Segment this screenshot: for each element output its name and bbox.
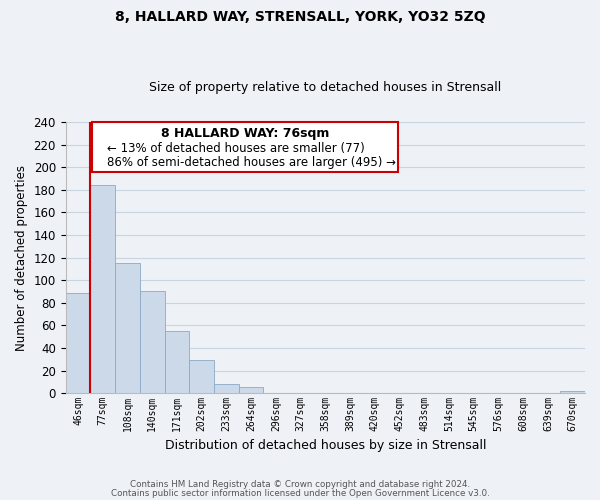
Bar — [91, 186, 115, 393]
Bar — [214, 384, 239, 393]
X-axis label: Distribution of detached houses by size in Strensall: Distribution of detached houses by size … — [164, 440, 486, 452]
Text: 8, HALLARD WAY, STRENSALL, YORK, YO32 5ZQ: 8, HALLARD WAY, STRENSALL, YORK, YO32 5Z… — [115, 10, 485, 24]
Bar — [560, 391, 585, 393]
Text: 86% of semi-detached houses are larger (495) →: 86% of semi-detached houses are larger (… — [107, 156, 396, 169]
Text: Contains public sector information licensed under the Open Government Licence v3: Contains public sector information licen… — [110, 488, 490, 498]
Text: ← 13% of detached houses are smaller (77): ← 13% of detached houses are smaller (77… — [107, 142, 365, 155]
Title: Size of property relative to detached houses in Strensall: Size of property relative to detached ho… — [149, 82, 502, 94]
Bar — [65, 292, 91, 393]
Y-axis label: Number of detached properties: Number of detached properties — [15, 164, 28, 350]
Bar — [190, 360, 214, 393]
Bar — [239, 388, 263, 393]
Text: Contains HM Land Registry data © Crown copyright and database right 2024.: Contains HM Land Registry data © Crown c… — [130, 480, 470, 489]
Bar — [140, 292, 164, 393]
Bar — [115, 263, 140, 393]
FancyBboxPatch shape — [92, 122, 398, 172]
Bar — [164, 331, 190, 393]
Text: 8 HALLARD WAY: 76sqm: 8 HALLARD WAY: 76sqm — [161, 128, 329, 140]
